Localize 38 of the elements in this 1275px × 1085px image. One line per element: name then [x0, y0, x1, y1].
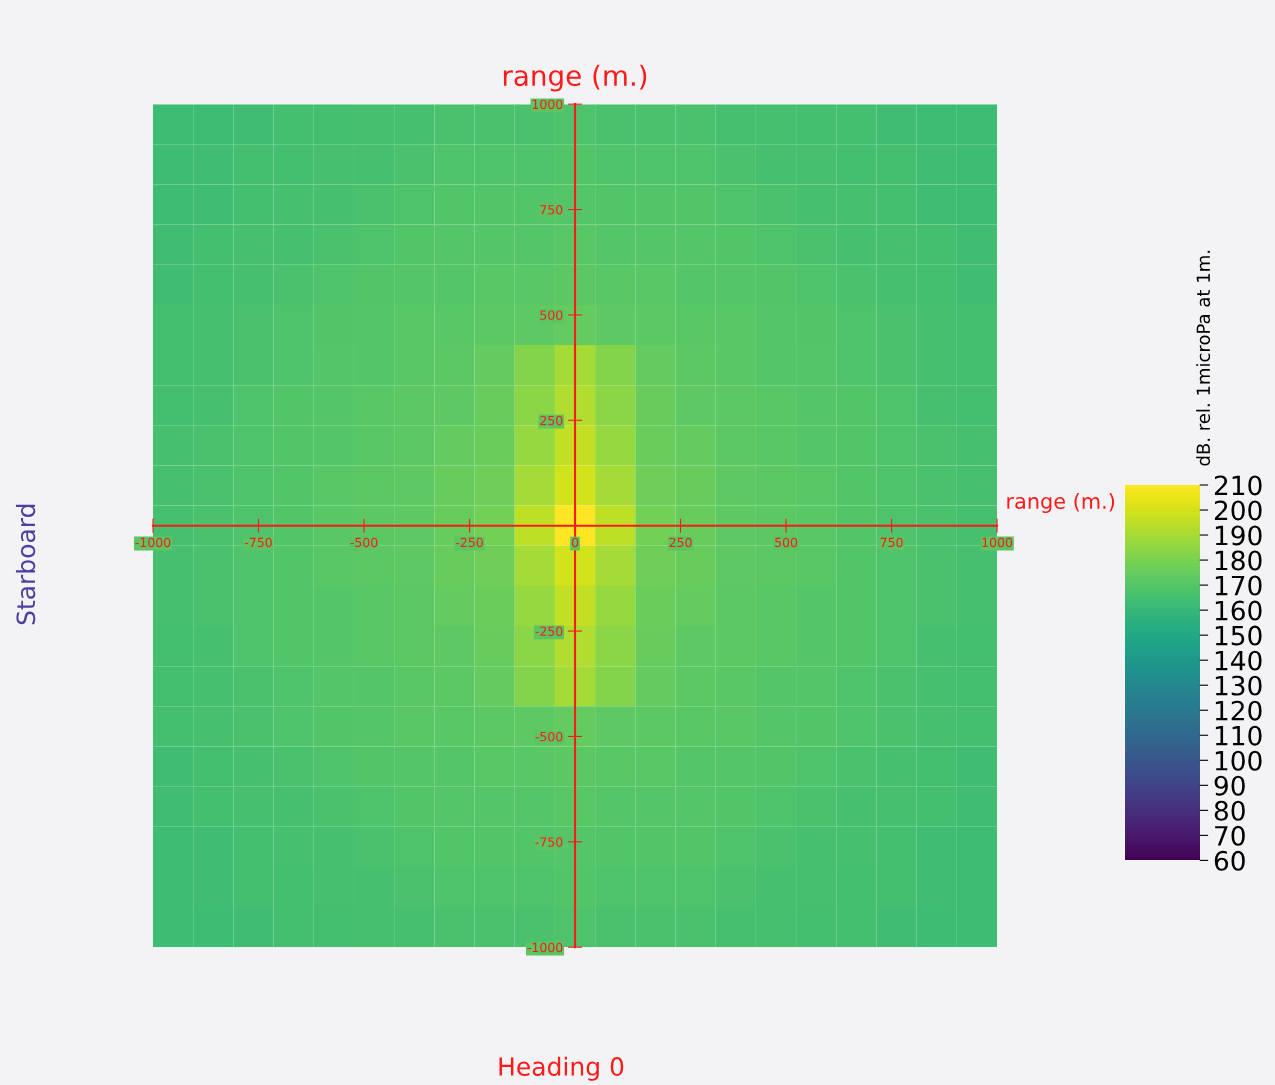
- x-tick-label: 750: [880, 537, 903, 548]
- color-bar-label: 70: [1215, 825, 1245, 846]
- color-bar-label: 80: [1214, 800, 1245, 821]
- color-bar-label: 120: [1215, 700, 1262, 721]
- x-tick-label: 0: [571, 537, 579, 548]
- x-tick-label: 500: [775, 537, 798, 548]
- y-tick-label: -250: [535, 626, 563, 636]
- color-bar-title: dB. rel. 1microPa at 1m.: [1196, 250, 1211, 466]
- text: Starboard: [15, 504, 36, 625]
- x-tick-label: -1000: [135, 537, 171, 548]
- y-tick-label: 500: [540, 310, 563, 320]
- color-bar-label: 140: [1215, 650, 1262, 671]
- y-tick-label: -750: [535, 837, 563, 847]
- y-tick-label: 250: [540, 415, 563, 426]
- x-tick-label: -500: [350, 537, 378, 548]
- color-bar-label: 150: [1215, 625, 1262, 646]
- color-bar-label: 130: [1215, 675, 1262, 696]
- x-tick-label: 1000: [982, 537, 1013, 548]
- x-axis-title: range (m.): [1007, 492, 1115, 514]
- color-bar-label: 110: [1215, 725, 1262, 746]
- y-tick-label: -500: [535, 731, 563, 742]
- color-bar-label: 170: [1215, 575, 1262, 596]
- color-bar-label: 160: [1215, 600, 1262, 621]
- color-bar-label: 200: [1214, 500, 1262, 521]
- y-axis-title: range (m.): [503, 64, 647, 92]
- x-tick-label: -750: [244, 537, 272, 548]
- x-tick-label: -250: [455, 537, 483, 548]
- y-tick-label: 750: [540, 205, 563, 215]
- y-tick-label: 1000: [532, 99, 563, 110]
- color-bar-label: 210: [1214, 475, 1262, 496]
- color-bar-label: 60: [1214, 850, 1245, 871]
- y-tick-label: -1000: [527, 942, 563, 953]
- text: Heading 0: [499, 1056, 624, 1081]
- color-bar-label: 180: [1215, 550, 1262, 571]
- color-bar-label: 190: [1215, 525, 1262, 546]
- color-bar-label: 100: [1215, 750, 1262, 771]
- color-bar-label: 90: [1214, 775, 1245, 796]
- x-tick-label: 250: [669, 537, 692, 548]
